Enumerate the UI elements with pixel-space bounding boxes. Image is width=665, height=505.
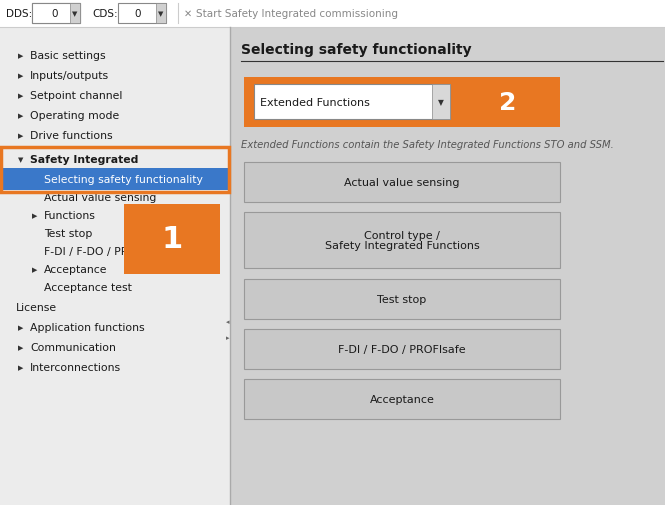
Bar xyxy=(156,4,166,24)
Text: Test stop: Test stop xyxy=(377,294,427,305)
Bar xyxy=(118,4,166,24)
Text: ▸: ▸ xyxy=(225,334,229,340)
Text: Start Safety Integrated commissioning: Start Safety Integrated commissioning xyxy=(196,9,398,19)
Bar xyxy=(460,78,555,128)
Text: DDS:: DDS: xyxy=(6,9,32,19)
Text: ▶: ▶ xyxy=(18,53,23,59)
Text: ◂: ◂ xyxy=(225,318,229,324)
Text: Actual value sensing: Actual value sensing xyxy=(344,178,460,188)
Text: ▶: ▶ xyxy=(32,267,37,273)
Text: ▼: ▼ xyxy=(72,11,78,17)
Text: ▶: ▶ xyxy=(18,73,23,79)
Text: Actual value sensing: Actual value sensing xyxy=(44,192,156,203)
Bar xyxy=(230,28,665,505)
Text: F-DI / F-DO / PROFIsafe: F-DI / F-DO / PROFIsafe xyxy=(338,344,466,355)
Text: ▶: ▶ xyxy=(18,133,23,139)
Text: 1: 1 xyxy=(162,225,183,254)
Text: Inputs/outputs: Inputs/outputs xyxy=(30,71,109,81)
Text: Functions: Functions xyxy=(44,211,96,221)
Text: Extended Functions: Extended Functions xyxy=(260,97,370,107)
Bar xyxy=(432,85,450,120)
Bar xyxy=(32,4,80,24)
Bar xyxy=(124,205,220,274)
Text: ▶: ▶ xyxy=(32,213,37,219)
Text: Control type /: Control type / xyxy=(364,231,440,240)
Text: Operating mode: Operating mode xyxy=(30,111,119,121)
Text: Selecting safety functionality: Selecting safety functionality xyxy=(44,175,203,185)
Bar xyxy=(244,379,560,419)
Text: ▶: ▶ xyxy=(18,364,23,370)
Text: Drive functions: Drive functions xyxy=(30,131,112,141)
Text: ▶: ▶ xyxy=(18,344,23,350)
Text: Safety Integrated Functions: Safety Integrated Functions xyxy=(325,240,479,250)
Bar xyxy=(244,213,560,269)
Text: 0: 0 xyxy=(52,9,59,19)
Text: Safety Integrated: Safety Integrated xyxy=(30,155,138,165)
Text: Application functions: Application functions xyxy=(30,322,144,332)
Text: Selecting safety functionality: Selecting safety functionality xyxy=(241,43,471,57)
Bar xyxy=(70,4,80,24)
Text: F-DI / F-DO / PROFIsafe: F-DI / F-DO / PROFIsafe xyxy=(44,246,170,257)
Text: Communication: Communication xyxy=(30,342,116,352)
Text: ▶: ▶ xyxy=(18,113,23,119)
Text: Interconnections: Interconnections xyxy=(30,362,121,372)
Bar xyxy=(244,329,560,369)
Bar xyxy=(0,0,665,28)
Bar xyxy=(32,4,80,24)
Text: Test stop: Test stop xyxy=(44,229,92,238)
Text: ▶: ▶ xyxy=(18,324,23,330)
Text: Acceptance: Acceptance xyxy=(44,265,108,274)
Text: CDS:: CDS: xyxy=(92,9,118,19)
Text: Setpoint channel: Setpoint channel xyxy=(30,91,122,101)
Text: 2: 2 xyxy=(499,91,516,115)
Text: ✕: ✕ xyxy=(184,9,192,19)
Text: Extended Functions contain the Safety Integrated Functions STO and SSM.: Extended Functions contain the Safety In… xyxy=(241,140,614,149)
Text: ▶: ▶ xyxy=(18,93,23,99)
Text: ▼: ▼ xyxy=(18,157,23,163)
Bar xyxy=(244,78,560,128)
Bar xyxy=(244,279,560,319)
Bar xyxy=(254,85,450,120)
Text: 0: 0 xyxy=(135,9,141,19)
Text: Basic settings: Basic settings xyxy=(30,51,106,61)
Bar xyxy=(244,163,560,203)
Text: ▼: ▼ xyxy=(158,11,164,17)
Text: ▼: ▼ xyxy=(438,98,444,107)
Bar xyxy=(2,169,228,190)
Bar xyxy=(1,147,229,192)
Bar xyxy=(0,28,230,505)
Text: Acceptance test: Acceptance test xyxy=(44,282,132,292)
Text: Acceptance: Acceptance xyxy=(370,394,434,404)
Text: License: License xyxy=(16,302,57,313)
